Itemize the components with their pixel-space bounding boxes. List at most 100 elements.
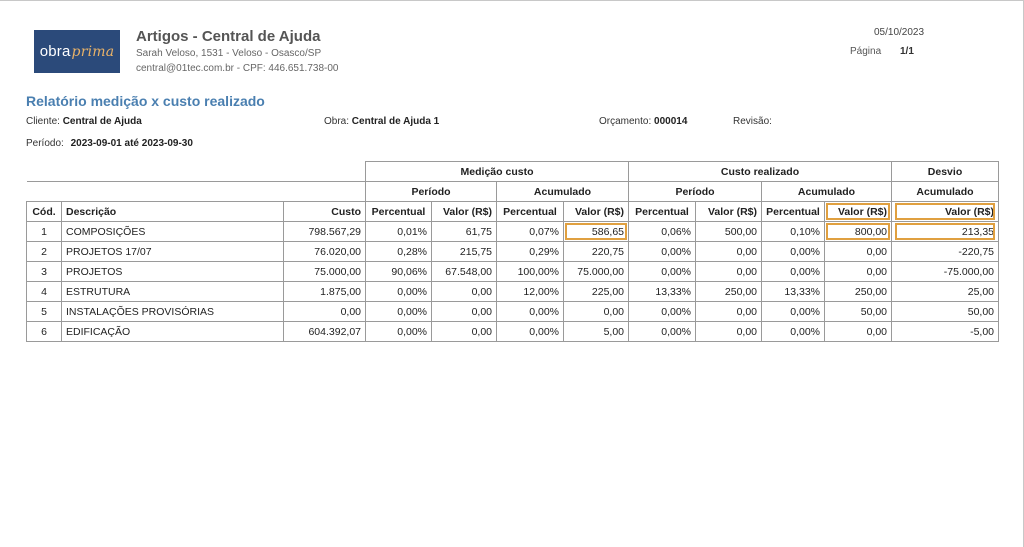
cell-medicao-acumulado-valor: 225,00 <box>563 281 630 302</box>
cell-desvio-valor: 50,00 <box>891 301 1000 322</box>
cell-medicao-periodo-percentual: 0,01% <box>365 221 433 242</box>
cell-custo-periodo-percentual: 0,00% <box>628 321 697 342</box>
cell-custo-periodo-valor: 0,00 <box>695 261 763 282</box>
table-row: 5 INSTALAÇÕES PROVISÓRIAS 0,00 0,00% 0,0… <box>26 301 1000 322</box>
cell-cod: 6 <box>26 321 62 342</box>
cell-descricao: PROJETOS <box>61 261 284 282</box>
cell-medicao-acumulado-valor: 5,00 <box>563 321 630 342</box>
cell-custo-acumulado-valor: 800,00 <box>824 221 893 242</box>
subgroup-medicao-periodo: Período <box>365 181 498 202</box>
cell-custo: 604.392,07 <box>282 321 367 342</box>
page-label: Página <box>850 46 882 57</box>
logo-text-main: obra <box>39 43 71 60</box>
obra-value: Central de Ajuda 1 <box>351 116 440 127</box>
subgroup-desvio-acumulado: Acumulado <box>891 181 1000 202</box>
cell-custo-periodo-valor: 0,00 <box>695 241 763 262</box>
column-custo-periodo-percentual: Percentual <box>628 201 697 222</box>
cliente-field: Cliente: Central de Ajuda <box>26 116 142 127</box>
column-medicao-acumulado-valor: Valor (R$) <box>563 201 630 222</box>
cell-desvio-valor: -75.000,00 <box>891 261 1000 282</box>
cell-custo: 1.875,00 <box>282 281 367 302</box>
cell-cod: 3 <box>26 261 62 282</box>
cell-custo-periodo-percentual: 0,00% <box>628 261 697 282</box>
cell-medicao-periodo-valor: 61,75 <box>431 221 498 242</box>
cell-custo-acumulado-percentual: 0,10% <box>761 221 826 242</box>
column-desvio-valor: Valor (R$) <box>891 201 1000 222</box>
column-custo-acumulado-valor-label: Valor (R$) <box>838 205 888 218</box>
cell-medicao-acumulado-percentual: 0,00% <box>496 321 565 342</box>
cell-medicao-periodo-percentual: 0,00% <box>365 281 433 302</box>
cell-medicao-periodo-valor: 0,00 <box>431 321 498 342</box>
header-empty <box>26 161 367 182</box>
cell-custo-acumulado-valor: 250,00 <box>824 281 893 302</box>
cell-custo-acumulado-percentual: 0,00% <box>761 321 826 342</box>
column-custo: Custo <box>282 201 367 222</box>
subgroup-medicao-acumulado: Acumulado <box>496 181 630 202</box>
cell-medicao-acumulado-percentual: 0,07% <box>496 221 565 242</box>
table-row: 1 COMPOSIÇÕES 798.567,29 0,01% 61,75 0,0… <box>26 221 1000 242</box>
cell-descricao: INSTALAÇÕES PROVISÓRIAS <box>61 301 284 322</box>
cell-custo: 75.000,00 <box>282 261 367 282</box>
group-custo-realizado: Custo realizado <box>628 161 893 182</box>
cell-medicao-periodo-percentual: 90,06% <box>365 261 433 282</box>
company-contact: central@01tec.com.br - CPF: 446.651.738-… <box>136 63 339 74</box>
orcamento-field: Orçamento: 000014 <box>599 116 687 127</box>
cell-value: 800,00 <box>854 225 888 238</box>
periodo-value: 2023-09-01 até 2023-09-30 <box>70 138 193 149</box>
column-medicao-periodo-valor: Valor (R$) <box>431 201 498 222</box>
cell-custo-acumulado-valor: 50,00 <box>824 301 893 322</box>
column-desvio-valor-label: Valor (R$) <box>945 205 995 218</box>
cell-custo: 798.567,29 <box>282 221 367 242</box>
company-name: Artigos - Central de Ajuda <box>136 28 321 45</box>
periodo-field: Período: 2023-09-01 até 2023-09-30 <box>26 138 193 149</box>
cell-medicao-acumulado-valor: 75.000,00 <box>563 261 630 282</box>
column-descricao: Descrição <box>61 201 284 222</box>
cell-medicao-acumulado-percentual: 0,00% <box>496 301 565 322</box>
periodo-label: Período: <box>26 138 64 149</box>
cell-descricao: EDIFICAÇÃO <box>61 321 284 342</box>
cell-medicao-acumulado-valor: 0,00 <box>563 301 630 322</box>
orcamento-value: 000014 <box>654 116 688 127</box>
cell-descricao: COMPOSIÇÕES <box>61 221 284 242</box>
table-row: 3 PROJETOS 75.000,00 90,06% 67.548,00 10… <box>26 261 1000 282</box>
obra-label: Obra: <box>324 116 350 127</box>
cell-custo-acumulado-valor: 0,00 <box>824 261 893 282</box>
cell-custo: 76.020,00 <box>282 241 367 262</box>
report-title: Relatório medição x custo realizado <box>26 93 265 109</box>
table-group-header: Medição custo Custo realizado Desvio <box>26 161 1000 182</box>
report-date: 05/10/2023 <box>874 27 925 38</box>
cell-custo-periodo-percentual: 13,33% <box>628 281 697 302</box>
subgroup-custo-acumulado: Acumulado <box>761 181 893 202</box>
cell-value: 213,35 <box>961 225 995 238</box>
cell-cod: 5 <box>26 301 62 322</box>
cliente-label: Cliente: <box>26 116 60 127</box>
cell-custo-acumulado-percentual: 0,00% <box>761 261 826 282</box>
cell-cod: 4 <box>26 281 62 302</box>
table-subgroup-header: Período Acumulado Período Acumulado Acum… <box>26 181 1000 202</box>
column-medicao-acumulado-percentual: Percentual <box>496 201 565 222</box>
cell-medicao-periodo-valor: 0,00 <box>431 281 498 302</box>
revisao-label: Revisão: <box>733 116 772 127</box>
logo-text-accent: prima <box>71 43 115 60</box>
cell-desvio-valor: 213,35 <box>891 221 1000 242</box>
cell-medicao-periodo-percentual: 0,00% <box>365 301 433 322</box>
column-medicao-periodo-percentual: Percentual <box>365 201 433 222</box>
cell-descricao: PROJETOS 17/07 <box>61 241 284 262</box>
cell-medicao-periodo-percentual: 0,28% <box>365 241 433 262</box>
column-custo-acumulado-valor: Valor (R$) <box>824 201 893 222</box>
cell-custo-periodo-percentual: 0,00% <box>628 301 697 322</box>
subgroup-custo-periodo: Período <box>628 181 763 202</box>
group-medicao-custo: Medição custo <box>365 161 630 182</box>
cell-custo-periodo-percentual: 0,00% <box>628 241 697 262</box>
cell-custo-acumulado-percentual: 13,33% <box>761 281 826 302</box>
cell-custo-periodo-valor: 0,00 <box>695 301 763 322</box>
cell-medicao-periodo-percentual: 0,00% <box>365 321 433 342</box>
orcamento-label: Orçamento: <box>599 116 652 127</box>
cell-custo-acumulado-valor: 0,00 <box>824 241 893 262</box>
page-number: 1/1 <box>900 46 914 57</box>
cell-medicao-acumulado-percentual: 0,29% <box>496 241 565 262</box>
cell-custo-periodo-percentual: 0,06% <box>628 221 697 242</box>
table-row: 2 PROJETOS 17/07 76.020,00 0,28% 215,75 … <box>26 241 1000 262</box>
cell-medicao-periodo-valor: 67.548,00 <box>431 261 498 282</box>
cell-cod: 1 <box>26 221 62 242</box>
